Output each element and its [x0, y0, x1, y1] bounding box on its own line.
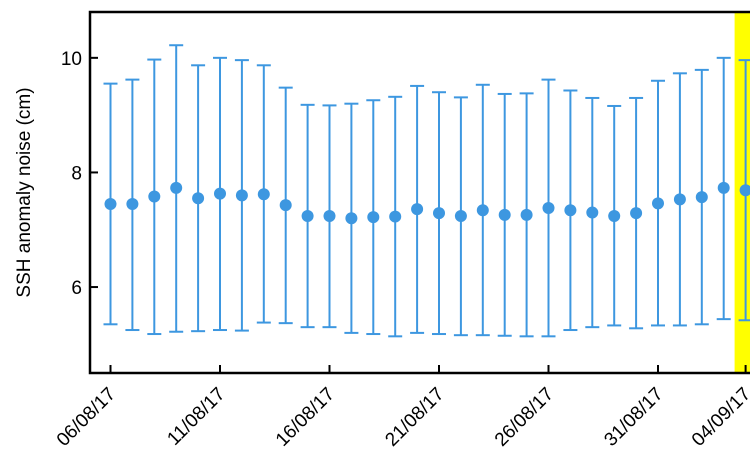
data-point	[214, 187, 226, 200]
data-point	[411, 203, 424, 216]
x-tick-label: 21/08/17	[381, 384, 448, 451]
data-point	[235, 189, 248, 202]
data-point	[630, 207, 643, 220]
y-tick-label: 10	[61, 49, 82, 70]
x-tick-label: 11/08/17	[163, 384, 229, 450]
data-point	[389, 210, 402, 223]
data-point	[476, 204, 489, 217]
x-ticks: 06/08/17 11/08/17 16/08/17 21/08/17 26/08/17…	[53, 365, 750, 451]
data-point	[652, 197, 664, 210]
data-point	[739, 184, 750, 197]
data-point	[345, 212, 358, 225]
data-point	[520, 208, 533, 221]
data-point	[279, 199, 292, 212]
x-tick-label: 31/08/17	[600, 384, 667, 451]
data-point	[257, 188, 270, 201]
x-tick-label: 06/08/17	[53, 384, 120, 451]
y-ticks: 6 8 10	[61, 49, 98, 299]
plot-frame	[88, 10, 750, 375]
data-point	[695, 191, 708, 204]
y-tick-label: 8	[71, 163, 82, 184]
error-bars	[103, 44, 750, 338]
data-point	[126, 197, 139, 210]
data-point	[433, 207, 445, 220]
data-point	[301, 209, 314, 222]
data-points	[104, 181, 750, 225]
data-point	[148, 190, 161, 203]
x-tick-label: 26/08/17	[491, 384, 558, 451]
y-axis-label: SSH anomaly noise (cm)	[14, 87, 35, 297]
x-tick-label: 04/09/17	[688, 384, 750, 451]
data-point	[367, 211, 380, 224]
data-point	[104, 197, 117, 210]
data-point	[542, 201, 555, 214]
data-point	[454, 209, 467, 222]
data-point	[564, 204, 577, 217]
data-point	[498, 208, 511, 221]
data-point	[673, 193, 686, 206]
data-point	[170, 181, 183, 194]
data-point	[192, 192, 205, 205]
data-point	[608, 209, 621, 222]
y-tick-label: 6	[71, 278, 82, 299]
x-tick-label: 16/08/17	[272, 384, 339, 451]
data-point	[717, 181, 730, 194]
data-point	[586, 206, 599, 219]
data-point	[323, 209, 336, 222]
